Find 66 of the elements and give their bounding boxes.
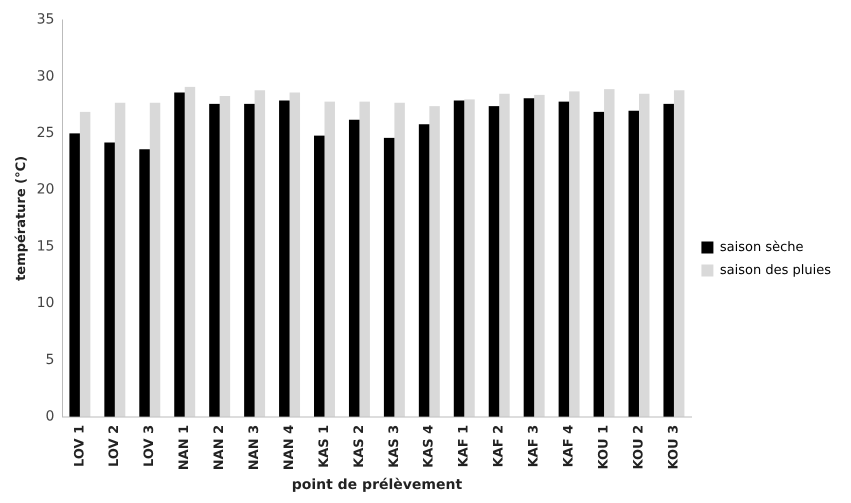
bar	[104, 142, 115, 417]
bar	[348, 120, 360, 417]
bar	[174, 92, 185, 417]
bar	[429, 106, 440, 417]
x-tick-label: KAF 2	[492, 424, 507, 468]
y-tick-label: 10	[36, 295, 54, 312]
bar	[69, 133, 80, 417]
bar	[418, 124, 430, 417]
x-tick-label: NAN 3	[246, 424, 262, 470]
y-tick-label: 30	[36, 68, 54, 84]
bar	[394, 102, 405, 417]
y-tick-label: 25	[36, 125, 54, 142]
bar	[80, 112, 90, 417]
bar	[254, 90, 266, 417]
bar	[604, 89, 615, 417]
y-axis-title: température (°C)	[14, 156, 30, 281]
x-tick-label: KAF 3	[526, 424, 542, 468]
bar	[569, 91, 580, 417]
x-axis-title: point de prélèvement	[292, 477, 462, 494]
x-tick-label: KAS 3	[386, 424, 402, 468]
bar	[464, 99, 475, 417]
bar	[663, 104, 674, 417]
bar	[209, 104, 220, 417]
bar	[628, 110, 639, 417]
y-tick-label: 35	[36, 12, 54, 28]
x-tick-label: KAS 4	[422, 424, 437, 468]
x-tick-label: NAN 2	[212, 424, 228, 470]
bar	[114, 102, 126, 417]
y-tick-label: 20	[36, 182, 54, 198]
bar	[384, 138, 394, 417]
bar	[220, 96, 230, 417]
x-tick-label: KAF 1	[456, 424, 472, 468]
bar	[454, 100, 464, 417]
bar	[524, 98, 534, 417]
x-tick-label: KOU 1	[596, 424, 612, 470]
bar	[674, 90, 684, 417]
bar	[594, 112, 604, 417]
bar	[279, 100, 290, 417]
bar	[558, 102, 570, 417]
x-tick-label: LOV 1	[72, 424, 88, 467]
x-tick-label: KOU 3	[666, 424, 682, 470]
x-tick-label: KAS 2	[352, 424, 367, 468]
legend-label: saison sèche	[720, 240, 804, 255]
bar	[244, 104, 255, 417]
bar	[638, 94, 650, 417]
x-tick-label: NAN 1	[177, 424, 192, 470]
bar	[324, 102, 335, 417]
bar	[139, 149, 150, 417]
bar	[534, 94, 545, 417]
x-tick-label: LOV 2	[107, 424, 122, 467]
legend-label: saison des pluies	[720, 262, 832, 278]
y-tick-label: 15	[36, 238, 54, 254]
x-tick-label: KAF 4	[561, 424, 576, 468]
y-tick-label: 5	[45, 352, 54, 368]
bar	[499, 94, 510, 417]
bar	[184, 86, 196, 417]
y-tick-label: 0	[45, 408, 54, 424]
bar	[314, 136, 324, 417]
bar	[150, 102, 160, 417]
x-tick-label: KAS 1	[316, 424, 332, 468]
bar	[488, 106, 500, 417]
x-tick-label: KOU 2	[631, 424, 646, 470]
x-tick-label: LOV 3	[142, 424, 158, 467]
bar	[359, 102, 370, 417]
bar	[290, 92, 300, 417]
x-tick-label: NAN 4	[282, 424, 297, 470]
